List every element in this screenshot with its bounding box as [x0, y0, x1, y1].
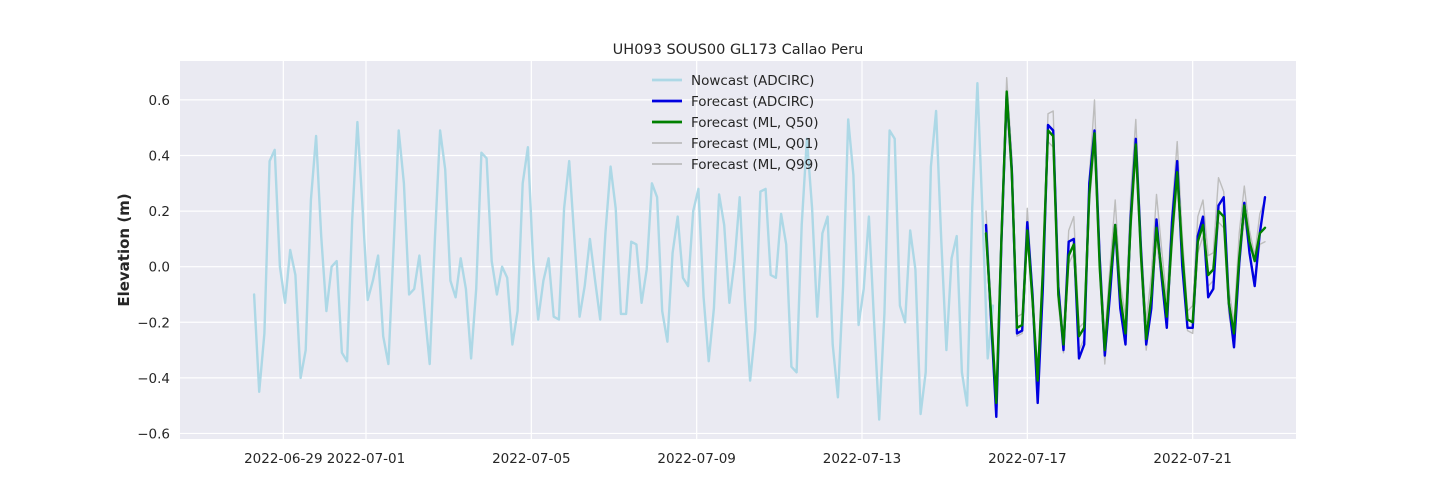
chart-title: UH093 SOUS00 GL173 Callao Peru: [613, 42, 864, 58]
legend-label: Forecast (ML, Q99): [691, 157, 819, 173]
y-tick-label: 0.0: [149, 260, 170, 276]
y-tick-label: 0.2: [149, 204, 170, 220]
y-tick-label: 0.6: [149, 93, 170, 109]
x-tick-label: 2022-07-17: [988, 451, 1066, 467]
y-tick-label: −0.4: [137, 371, 170, 387]
legend-label: Nowcast (ADCIRC): [691, 73, 814, 89]
x-tick-label: 2022-07-13: [823, 451, 901, 467]
x-tick-label: 2022-07-01: [327, 451, 405, 467]
y-tick-label: 0.4: [149, 149, 170, 165]
x-tick-label: 2022-07-05: [492, 451, 570, 467]
x-tick-label: 2022-07-09: [657, 451, 735, 467]
y-tick-label: −0.6: [137, 426, 170, 442]
legend-label: Forecast (ADCIRC): [691, 94, 814, 110]
y-tick-label: −0.2: [137, 315, 170, 331]
y-axis-label: Elevation (m): [115, 193, 133, 306]
x-tick-label: 2022-07-21: [1153, 451, 1231, 467]
legend-label: Forecast (ML, Q50): [691, 115, 819, 131]
y-axis-ticks: −0.6 −0.4 −0.2 0.0 0.2 0.4 0.6: [137, 93, 170, 443]
series-line-2: [984, 90, 1267, 405]
x-axis-ticks: 2022-06-29 2022-07-01 2022-07-05 2022-07-09…: [244, 451, 1232, 467]
series-line-0: [252, 81, 995, 421]
series-layer: [252, 76, 1267, 421]
legend-label: Forecast (ML, Q01): [691, 136, 819, 152]
legend: Nowcast (ADCIRC) Forecast (ADCIRC) Forecas…: [652, 73, 819, 173]
x-tick-label: 2022-06-29: [244, 451, 322, 467]
gridlines: [180, 61, 1296, 439]
